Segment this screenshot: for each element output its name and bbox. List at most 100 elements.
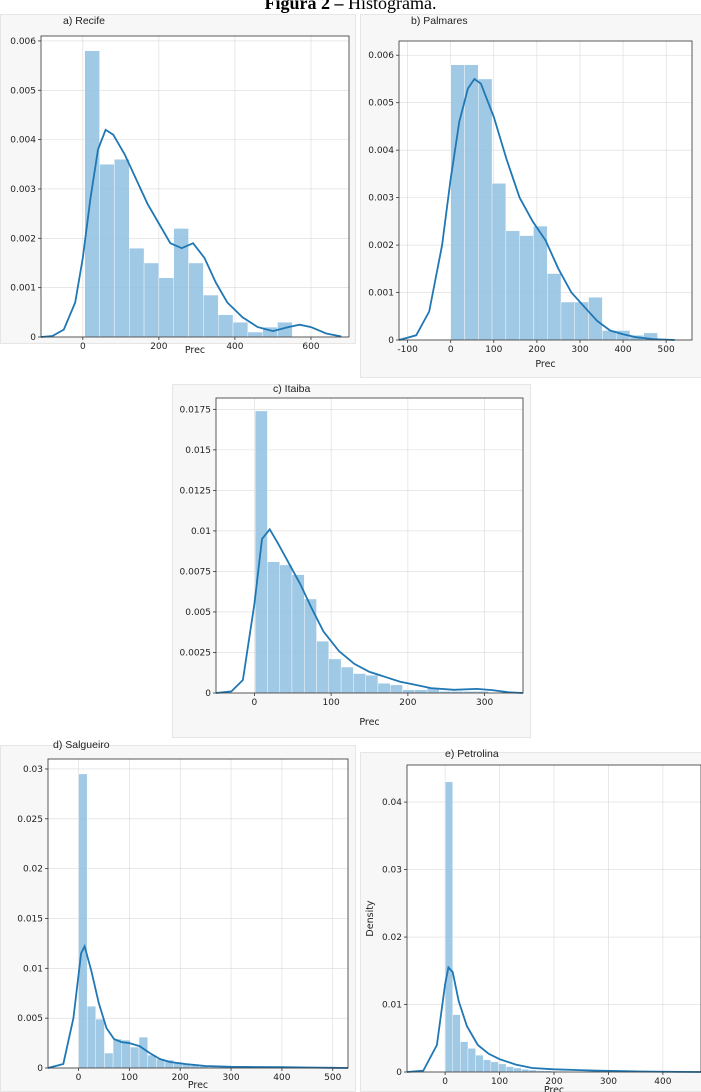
plot-frame — [47, 758, 349, 1069]
figure-title-text: Histograma. — [343, 0, 437, 13]
histogram-bar — [267, 561, 280, 694]
y-tick-label: 0.003 — [10, 185, 36, 195]
histogram-bar — [513, 1067, 522, 1073]
histogram-bar — [519, 235, 534, 341]
x-axis-label: Prec — [185, 345, 205, 356]
histogram-bar — [188, 262, 204, 338]
y-tick-label: 0.005 — [368, 99, 394, 109]
chart-svg-petrolina: 0 100 200 300 400 0 0.01 0.02 0.03 0.04 Prec Densit… — [365, 764, 701, 1092]
x-tick-label: 600 — [302, 342, 319, 352]
histogram-bar — [505, 1066, 514, 1073]
histogram-bar — [560, 301, 576, 341]
x-axis-label: Prec — [544, 1085, 564, 1092]
histogram-bar — [217, 314, 234, 338]
x-tick-label: 0 — [252, 698, 258, 708]
kde-line — [40, 128, 342, 338]
chart-svg-salgueiro: 0 100 200 300 400 500 0 0.005 0.01 0.015 0.02 0.025… — [17, 758, 349, 1091]
x-tick-label: 200 — [150, 342, 167, 352]
chart-panel-petrolina: e) Petrolina 0 100 200 300 400 0 0.01 0.02 0.03 0… — [360, 748, 701, 1092]
kde-line — [406, 965, 701, 1073]
histogram-bar — [279, 564, 293, 694]
chart-title: e) Petrolina — [445, 748, 499, 760]
histogram-bar — [452, 1014, 461, 1073]
figure-title-label: Figura 2 – — [264, 0, 344, 13]
y-tick-label: 0.0025 — [180, 648, 212, 658]
histogram-bar — [114, 159, 130, 338]
chart-title: c) Itaiba — [273, 383, 311, 395]
x-tick-label: 0 — [76, 1073, 82, 1083]
x-tick-label: 500 — [658, 345, 675, 355]
x-tick-label: 200 — [545, 1077, 562, 1087]
histogram-bar — [129, 247, 145, 338]
chart-title: d) Salgueiro — [53, 739, 110, 751]
kde-line — [215, 527, 524, 694]
y-tick-label: 0.006 — [10, 37, 36, 47]
histogram-bar — [158, 277, 174, 338]
chart-title: b) Palmares — [411, 15, 468, 27]
x-axis-label: Prec — [359, 717, 379, 728]
y-axis-label: Density — [365, 900, 376, 936]
y-tick-label: 0.002 — [368, 241, 394, 251]
histogram-bar — [143, 262, 160, 338]
y-tick-label: 0.005 — [10, 86, 36, 96]
figure-title: Figura 2 – Histograma. — [0, 0, 701, 14]
histogram-bar — [95, 1018, 105, 1069]
histogram-bar — [478, 78, 493, 341]
chart-svg-itaiba: 0 100 200 300 0 0.0025 0.005 0.0075 0.01 0.0125 0.… — [180, 397, 524, 728]
histogram-bar — [444, 781, 453, 1073]
y-tick-label: 0.001 — [10, 284, 36, 294]
chart-panel-salgueiro: d) Salgueiro 0 100 200 300 400 500 0 0.005 0.01 0… — [0, 739, 356, 1092]
y-tick-label: 0.025 — [17, 815, 43, 825]
y-tick-label: 0.02 — [382, 933, 402, 943]
histogram-bar — [86, 1006, 96, 1069]
histogram-bar — [414, 689, 428, 694]
y-tick-label: 0.03 — [23, 765, 43, 775]
y-tick-label: 0.004 — [368, 146, 394, 156]
y-tick-label: 0.004 — [10, 136, 36, 146]
chart-panel-recife: a) Recife 0 200 400 600 0 0.001 0.002 0.003 0.00… — [0, 14, 356, 356]
x-tick-label: 100 — [323, 698, 340, 708]
histogram-bar — [460, 1041, 469, 1073]
y-tick-label: 0 — [388, 336, 394, 346]
histogram-bar — [574, 301, 589, 341]
y-tick-label: 0.03 — [382, 866, 402, 876]
y-tick-label: 0.002 — [10, 234, 36, 244]
y-tick-label: 0.0175 — [180, 405, 212, 415]
histogram-bar — [521, 1069, 530, 1073]
kde-line — [47, 943, 349, 1069]
x-tick-label: 0 — [442, 1077, 448, 1087]
y-tick-label: 0.006 — [368, 51, 394, 61]
x-tick-label: 0 — [80, 342, 86, 352]
histogram-bar — [498, 1063, 507, 1073]
x-tick-label: 200 — [528, 345, 545, 355]
histogram-bar — [84, 50, 100, 338]
histogram-bar — [130, 1046, 140, 1069]
histogram-bar — [316, 640, 330, 694]
histogram-bar — [377, 683, 391, 694]
y-tick-label: 0 — [37, 1064, 43, 1074]
y-tick-label: 0.02 — [23, 865, 43, 875]
histogram-bar — [533, 225, 548, 341]
y-tick-label: 0.01 — [191, 527, 211, 537]
histogram-bar — [232, 321, 249, 338]
x-tick-label: 500 — [324, 1073, 341, 1083]
histogram-bar — [353, 673, 366, 694]
x-tick-label: 400 — [273, 1073, 290, 1083]
chart-svg-palmares: -100 0 100 200 300 400 50000.0010.0020.0030.00… — [368, 40, 693, 370]
histogram-bar — [464, 64, 479, 341]
histogram-bar — [365, 674, 379, 694]
chart-panel-itaiba: c) Itaiba 0 100 200 300 0 0.0025 0.005 0.0075 0.… — [172, 383, 531, 738]
y-tick-label: 0.003 — [368, 194, 394, 204]
plot-frame — [398, 40, 693, 341]
x-tick-label: 400 — [614, 345, 631, 355]
chart-title: a) Recife — [63, 15, 106, 27]
histogram-bar — [247, 331, 263, 338]
x-tick-label: 100 — [485, 345, 502, 355]
x-tick-label: 200 — [172, 1073, 189, 1083]
histogram-bar — [291, 574, 305, 694]
y-tick-label: 0.015 — [17, 914, 43, 924]
y-tick-label: 0 — [30, 333, 36, 343]
plot-frame — [40, 35, 350, 338]
x-axis-label: Prec — [535, 359, 555, 370]
x-tick-label: 300 — [476, 698, 493, 708]
